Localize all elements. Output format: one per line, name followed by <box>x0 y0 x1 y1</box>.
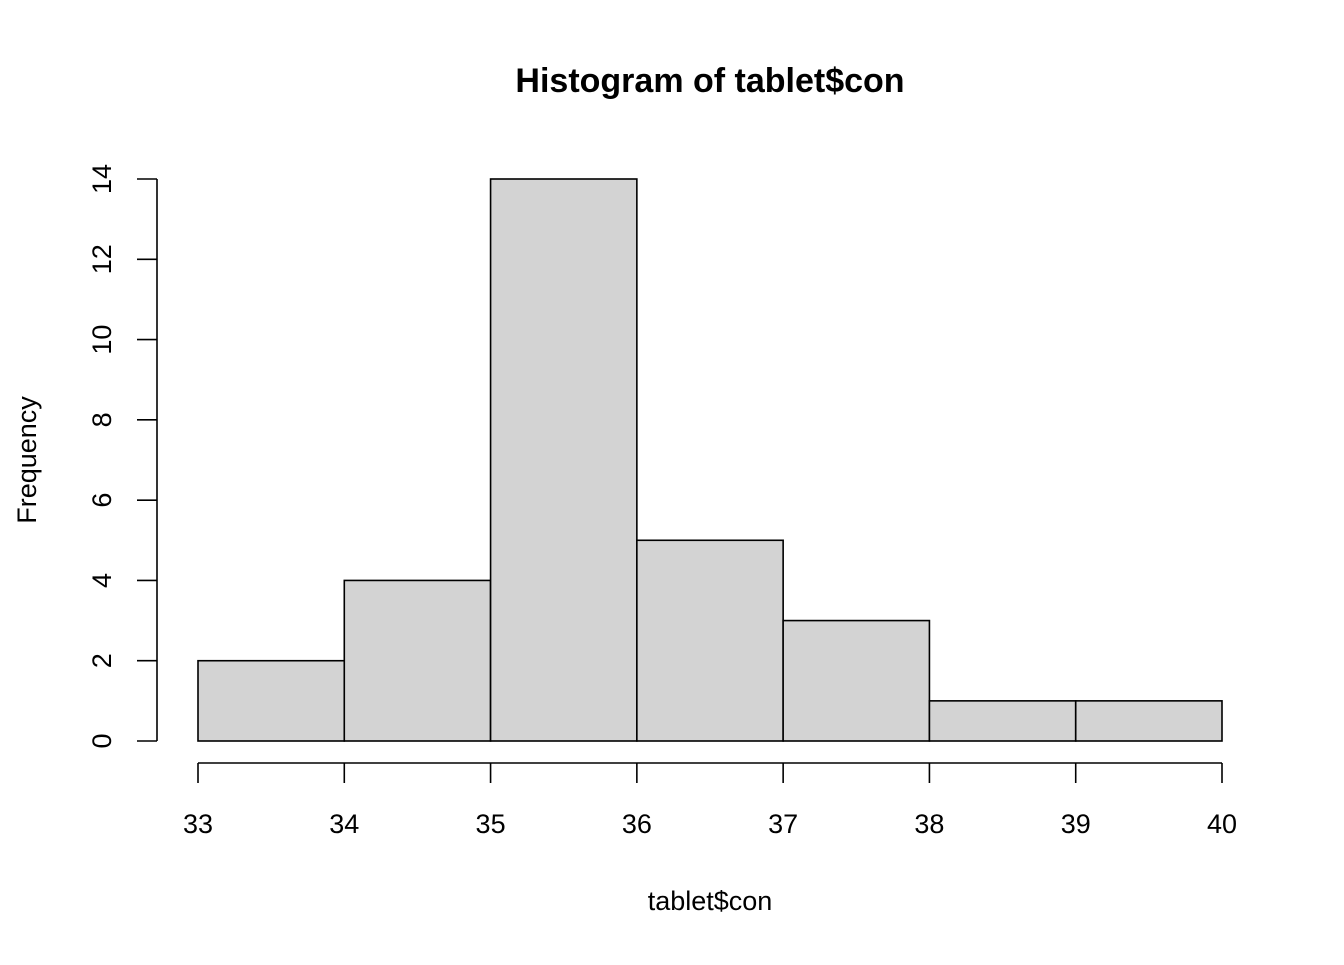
x-axis-label: tablet$con <box>648 886 773 916</box>
x-tick-label: 35 <box>476 809 506 839</box>
y-tick-label: 6 <box>87 493 117 508</box>
y-tick-label: 2 <box>87 653 117 668</box>
x-tick-label: 40 <box>1207 809 1237 839</box>
chart-title: Histogram of tablet$con <box>515 62 904 100</box>
y-axis: 0 2 4 6 8 10 12 14 <box>87 164 158 749</box>
histogram-bar-3 <box>489 178 638 742</box>
histogram-bar-1 <box>197 659 346 742</box>
y-tick-label: 14 <box>87 164 117 194</box>
histogram-bar-6 <box>928 700 1077 742</box>
y-tick-label: 4 <box>87 573 117 588</box>
x-tick-label: 38 <box>914 809 944 839</box>
y-tick-label: 10 <box>87 325 117 355</box>
histogram-bars <box>197 178 1223 742</box>
x-axis: 33 34 35 36 37 38 39 40 <box>183 762 1237 839</box>
histogram-bar-4 <box>636 539 784 742</box>
y-axis-label: Frequency <box>12 396 42 524</box>
x-tick-label: 34 <box>329 809 359 839</box>
y-tick-label: 12 <box>87 244 117 274</box>
x-tick-label: 33 <box>183 809 213 839</box>
histogram-bar-2 <box>343 579 492 742</box>
y-tick-label: 8 <box>87 412 117 427</box>
histogram-bar-7 <box>1074 700 1223 742</box>
x-tick-label: 36 <box>622 809 652 839</box>
histogram-bar-5 <box>782 619 931 742</box>
x-tick-label: 39 <box>1061 809 1091 839</box>
x-tick-label: 37 <box>768 809 798 839</box>
y-tick-label: 0 <box>87 733 117 748</box>
